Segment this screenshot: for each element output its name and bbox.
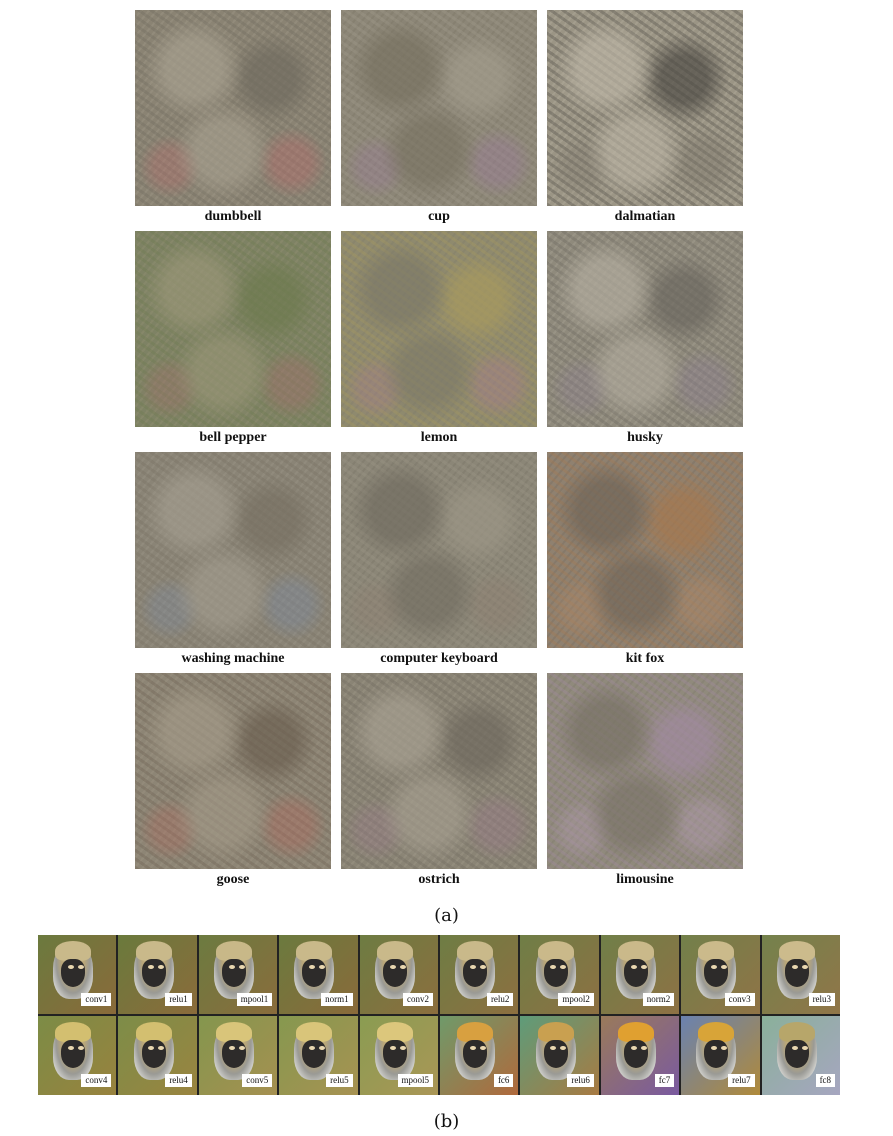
- layer-reconstruction-tile: mpool5: [359, 1016, 439, 1095]
- layer-name-label: relu7: [728, 1074, 755, 1087]
- visualization-cell: washing machine: [135, 452, 331, 669]
- layer-reconstruction-tile: conv1: [38, 935, 117, 1014]
- layer-reconstruction-tile: relu1: [118, 935, 197, 1014]
- layer-reconstruction-tile: fc6: [440, 1016, 519, 1095]
- visualization-cell: kit fox: [547, 452, 743, 669]
- layer-reconstruction-tile: conv5: [198, 1016, 278, 1095]
- class-visualization-image: [135, 452, 331, 648]
- layer-reconstruction-tile: relu6: [520, 1016, 599, 1095]
- class-label: goose: [216, 872, 250, 887]
- layer-reconstruction-tile: fc8: [761, 1016, 841, 1095]
- layer-name-label: norm1: [321, 993, 353, 1006]
- class-label: limousine: [616, 872, 674, 887]
- layer-name-label: relu3: [808, 993, 836, 1006]
- class-label: husky: [627, 430, 663, 445]
- layer-reconstruction-tile: relu2: [440, 935, 519, 1014]
- layer-name-label: relu5: [326, 1074, 353, 1087]
- layer-reconstruction-tile: norm1: [279, 935, 358, 1014]
- class-visualization-image: [547, 10, 743, 206]
- layer-reconstruction-tile: conv4: [38, 1016, 117, 1095]
- class-label: bell pepper: [199, 430, 267, 445]
- figure-a-sublabel: (a): [434, 905, 459, 926]
- class-label: dumbbell: [204, 209, 262, 224]
- figure-b-sublabel: (b): [433, 1111, 460, 1132]
- layer-reconstruction-tile: relu7: [681, 1016, 760, 1095]
- figure-a-row: bell pepper lemon husky: [135, 231, 743, 448]
- class-label: lemon: [420, 430, 458, 445]
- figure-a-grid: dumbbell cup dalmatian bell pepper lemon husk…: [135, 10, 743, 890]
- visualization-cell: cup: [341, 10, 537, 227]
- class-visualization-image: [135, 10, 331, 206]
- visualization-cell: ostrich: [341, 673, 537, 890]
- layer-reconstruction-tile: mpool2: [520, 935, 599, 1014]
- layer-name-label: mpool5: [397, 1074, 434, 1087]
- layer-reconstruction-tile: fc7: [600, 1016, 680, 1095]
- class-visualization-image: [547, 452, 743, 648]
- layer-name-label: conv2: [403, 993, 434, 1006]
- class-visualization-image: [135, 673, 331, 869]
- figure-b-row: conv1 relu1 mpool1 norm1 conv2 relu2 mpool2 nor…: [38, 935, 841, 1014]
- layer-name-label: relu6: [567, 1074, 594, 1087]
- figure-b-strip: conv1 relu1 mpool1 norm1 conv2 relu2 mpool2 nor…: [38, 935, 841, 1095]
- visualization-cell: dalmatian: [547, 10, 743, 227]
- layer-name-label: fc7: [654, 1074, 675, 1087]
- visualization-cell: lemon: [341, 231, 537, 448]
- figure-a-row: dumbbell cup dalmatian: [135, 10, 743, 227]
- class-label: kit fox: [625, 651, 665, 666]
- class-label: ostrich: [418, 872, 460, 887]
- class-visualization-image: [341, 231, 537, 427]
- class-label: computer keyboard: [380, 651, 498, 666]
- layer-name-label: norm2: [642, 993, 675, 1006]
- visualization-cell: computer keyboard: [341, 452, 537, 669]
- layer-reconstruction-tile: conv3: [681, 935, 760, 1014]
- visualization-cell: limousine: [547, 673, 743, 890]
- layer-name-label: relu2: [486, 993, 514, 1006]
- layer-reconstruction-tile: norm2: [600, 935, 680, 1014]
- layer-reconstruction-tile: relu4: [118, 1016, 197, 1095]
- layer-reconstruction-tile: conv2: [359, 935, 439, 1014]
- layer-name-label: conv5: [242, 1074, 273, 1087]
- layer-reconstruction-tile: relu3: [761, 935, 841, 1014]
- visualization-cell: bell pepper: [135, 231, 331, 448]
- class-visualization-image: [547, 673, 743, 869]
- visualization-cell: husky: [547, 231, 743, 448]
- layer-name-label: mpool1: [236, 993, 273, 1006]
- layer-name-label: fc6: [493, 1074, 514, 1087]
- layer-name-label: relu4: [165, 1074, 192, 1087]
- visualization-cell: dumbbell: [135, 10, 331, 227]
- layer-name-label: conv1: [81, 993, 112, 1006]
- figure-a-row: goose ostrich limousine: [135, 673, 743, 890]
- figure-a-row: washing machine computer keyboard kit fox: [135, 452, 743, 669]
- layer-name-label: relu1: [165, 993, 192, 1006]
- layer-name-label: conv3: [724, 993, 755, 1006]
- class-visualization-image: [341, 10, 537, 206]
- layer-name-label: fc8: [815, 1074, 836, 1087]
- class-label: cup: [428, 209, 450, 224]
- layer-name-label: mpool2: [558, 993, 594, 1006]
- class-label: dalmatian: [614, 209, 676, 224]
- class-visualization-image: [341, 452, 537, 648]
- layer-name-label: conv4: [81, 1074, 112, 1087]
- layer-reconstruction-tile: relu5: [279, 1016, 358, 1095]
- class-visualization-image: [341, 673, 537, 869]
- layer-reconstruction-tile: mpool1: [198, 935, 278, 1014]
- class-visualization-image: [547, 231, 743, 427]
- class-visualization-image: [135, 231, 331, 427]
- visualization-cell: goose: [135, 673, 331, 890]
- class-label: washing machine: [181, 651, 285, 666]
- figure-b-row: conv4 relu4 conv5 relu5 mpool5 fc6 relu6 fc7 rel…: [38, 1016, 841, 1095]
